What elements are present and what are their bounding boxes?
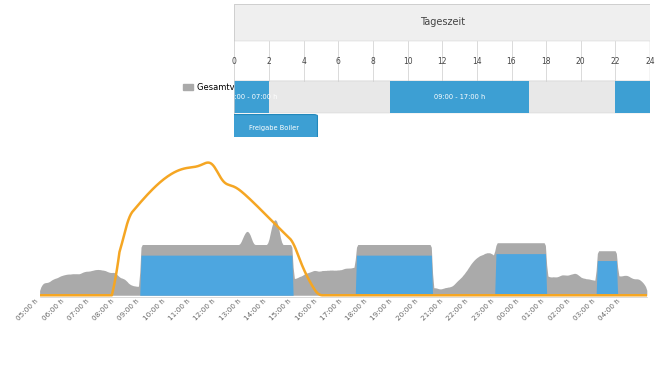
Text: 4: 4 [301, 57, 306, 66]
Bar [234, 81, 269, 113]
Text: 18: 18 [541, 57, 551, 66]
Text: 14: 14 [472, 57, 482, 66]
Text: 12: 12 [438, 57, 447, 66]
Text: 6: 6 [336, 57, 341, 66]
Text: 2: 2 [267, 57, 271, 66]
Text: 22: 22 [610, 57, 620, 66]
Text: 10: 10 [403, 57, 412, 66]
FancyBboxPatch shape [230, 115, 317, 141]
Bar [234, 41, 650, 81]
Bar [234, 4, 650, 41]
Text: 21:00 - 07:00 h: 21:00 - 07:00 h [226, 94, 277, 100]
Bar [390, 81, 529, 113]
Text: 8: 8 [370, 57, 376, 66]
Text: 24: 24 [645, 57, 655, 66]
Bar [234, 81, 650, 113]
Text: 0: 0 [232, 57, 237, 66]
Bar [616, 81, 650, 113]
Text: 09:00 - 17:00 h: 09:00 - 17:00 h [434, 94, 485, 100]
Text: Tageszeit: Tageszeit [420, 17, 465, 27]
Legend: Gesamtverbrauch Haus, Verbrauch Boiler, PV Gesamterzeugung: Gesamtverbrauch Haus, Verbrauch Boiler, … [180, 80, 507, 95]
Text: Freigabe Boiler: Freigabe Boiler [249, 125, 299, 131]
Text: 16: 16 [507, 57, 516, 66]
Text: 20: 20 [576, 57, 585, 66]
